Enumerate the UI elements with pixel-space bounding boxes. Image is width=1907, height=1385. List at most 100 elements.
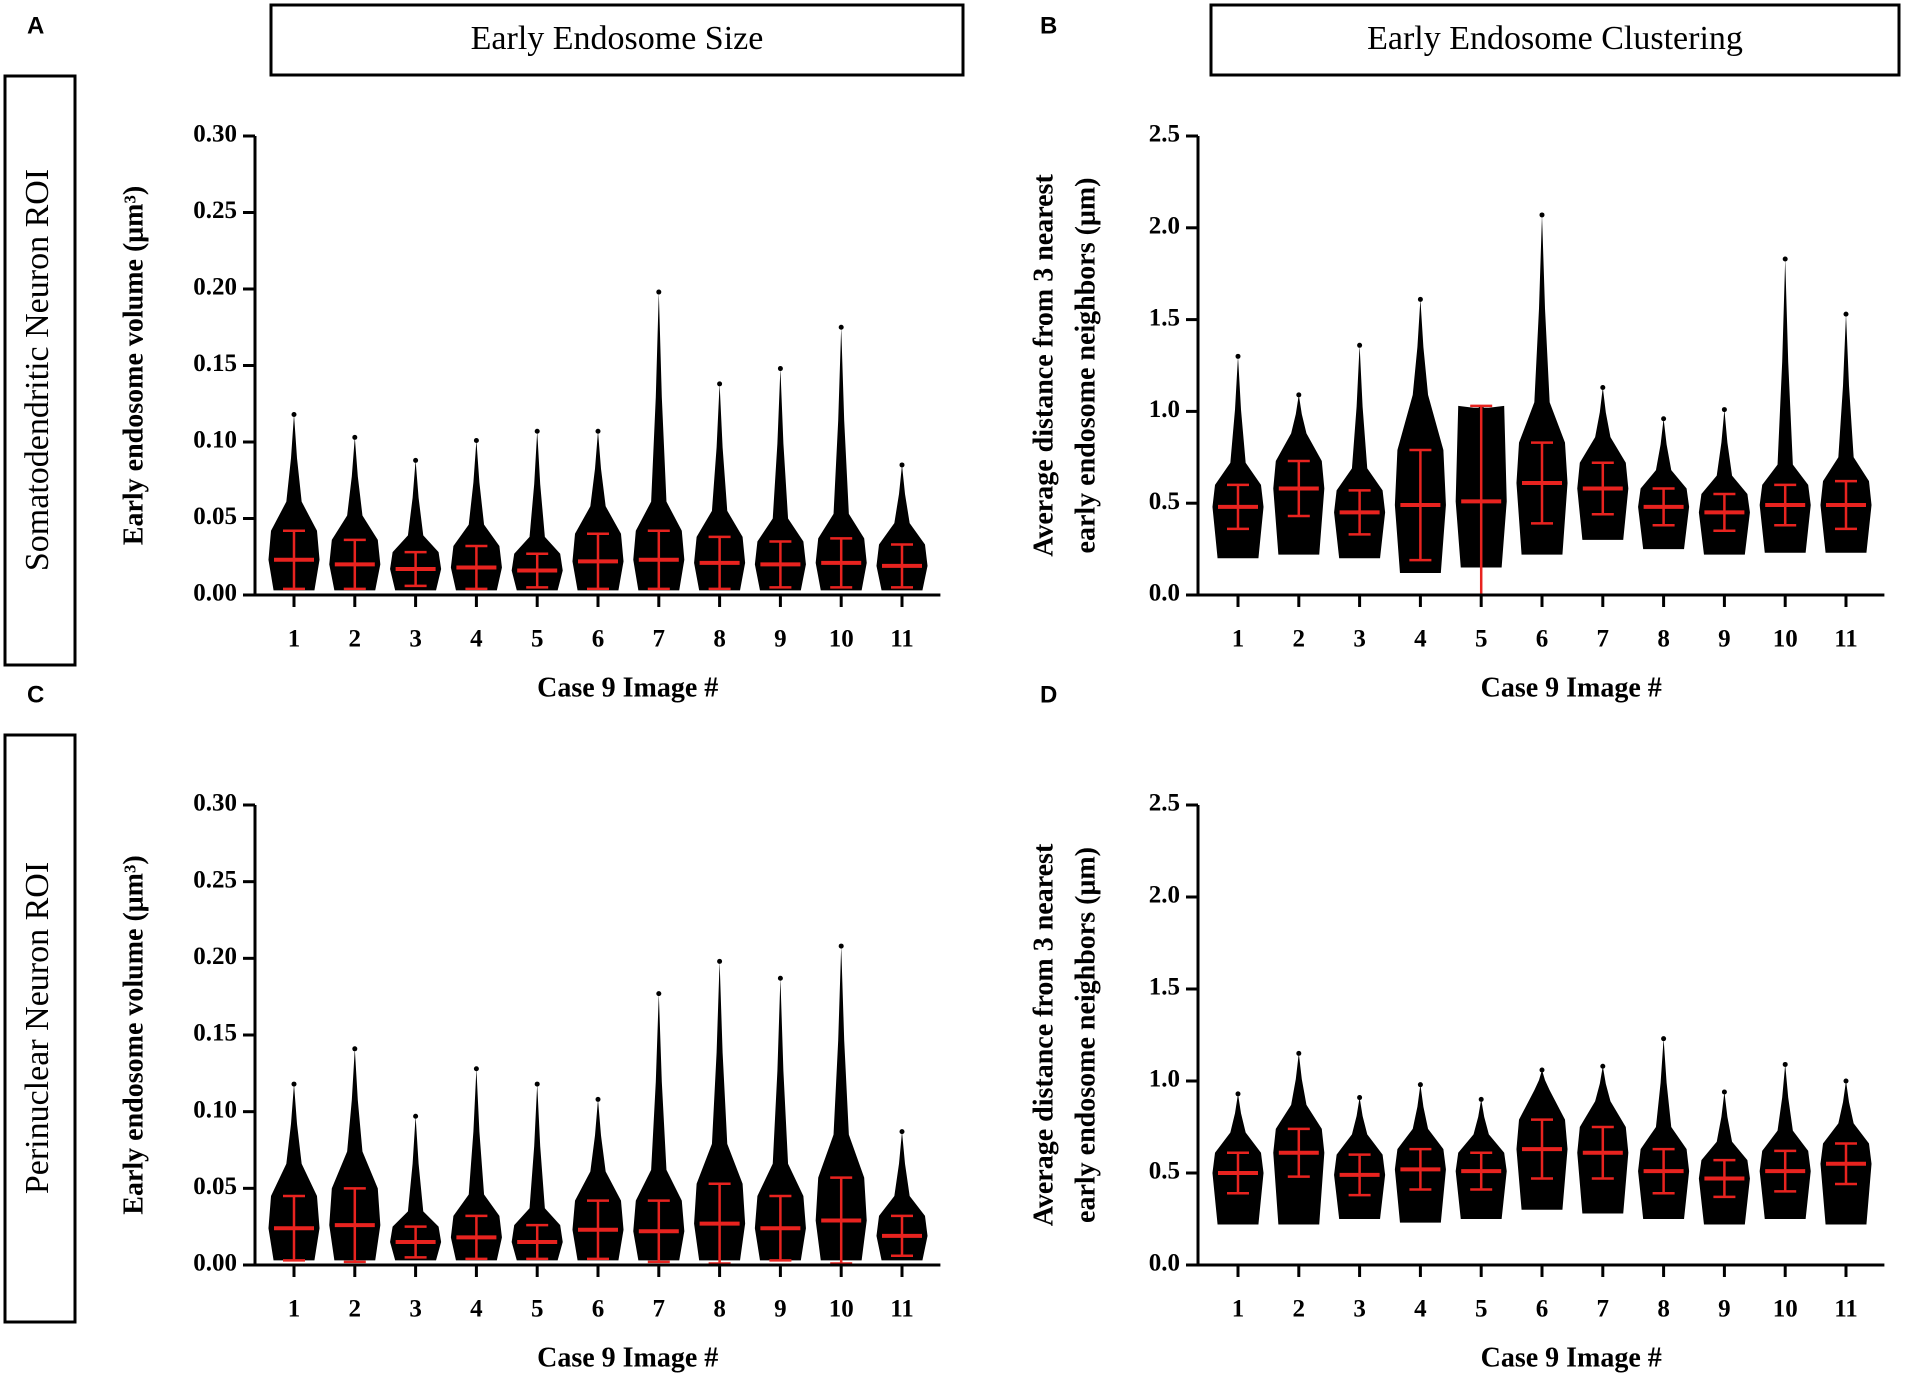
max-point <box>899 1129 905 1135</box>
data-swarm <box>450 440 502 591</box>
data-swarm <box>694 383 746 591</box>
plot-area <box>1212 1036 1872 1225</box>
data-swarm <box>633 292 685 591</box>
y-tick-label: 2.0 <box>1149 882 1180 909</box>
x-tick-label: 9 <box>774 626 787 653</box>
y-tick-label: 0.05 <box>193 1173 237 1200</box>
max-point <box>1417 1082 1423 1088</box>
max-point <box>413 1113 419 1119</box>
x-tick-label: 10 <box>829 1296 854 1323</box>
y-tick-label: 1.0 <box>1149 1066 1180 1093</box>
x-tick-label: 2 <box>349 626 362 653</box>
data-swarm <box>876 464 928 591</box>
max-point <box>656 289 662 295</box>
max-point <box>352 434 358 440</box>
max-point <box>1721 1089 1727 1095</box>
x-tick-label: 3 <box>1353 1296 1366 1323</box>
x-tick-label: 7 <box>1597 1296 1610 1323</box>
x-tick-label: 8 <box>713 1296 726 1323</box>
x-tick-label: 5 <box>531 1296 544 1323</box>
y-tick-label: 1.5 <box>1149 304 1180 331</box>
max-point <box>1661 416 1667 422</box>
y-tick-label: 0.00 <box>193 580 237 607</box>
x-tick-label: 7 <box>653 626 666 653</box>
data-swarm <box>511 1084 563 1261</box>
x-tick-label: 4 <box>470 1296 483 1323</box>
y-tick-label: 0.30 <box>193 790 237 817</box>
data-swarm <box>268 1084 320 1261</box>
data-swarm <box>1820 314 1872 553</box>
x-tick-label: 1 <box>1232 1296 1245 1323</box>
y-tick-label: 1.5 <box>1149 974 1180 1001</box>
data-swarm <box>815 327 867 591</box>
max-point <box>1417 296 1423 302</box>
y-tick-label: 0.20 <box>193 943 237 970</box>
x-tick-label: 2 <box>1293 626 1306 653</box>
data-swarm <box>511 431 563 591</box>
y-tick-label: 0.05 <box>193 503 237 530</box>
data-swarm <box>1638 418 1690 550</box>
data-swarm <box>815 946 867 1261</box>
x-tick-label: 1 <box>288 1296 301 1323</box>
data-swarm <box>1698 1092 1750 1225</box>
max-point <box>838 943 844 949</box>
column-header-box <box>1209 3 1901 77</box>
x-tick-label: 7 <box>653 1296 666 1323</box>
x-tick-label: 5 <box>1475 1296 1488 1323</box>
y-tick-label: 2.5 <box>1149 790 1180 817</box>
data-swarm <box>1638 1038 1690 1219</box>
y-tick-label: 0.25 <box>193 866 237 893</box>
max-point <box>413 457 419 463</box>
x-tick-label: 5 <box>1475 626 1488 653</box>
x-tick-label: 6 <box>1536 1296 1549 1323</box>
data-swarm <box>1759 259 1811 553</box>
max-point <box>1843 311 1849 317</box>
row-header-box <box>3 74 77 667</box>
y-tick-label: 1.0 <box>1149 396 1180 423</box>
max-point <box>473 437 479 443</box>
max-point <box>1782 256 1788 262</box>
panel-letter: C <box>27 681 44 708</box>
plot-area <box>268 289 928 591</box>
y-tick-label: 0.5 <box>1149 1158 1180 1185</box>
max-point <box>595 428 601 434</box>
x-tick-label: 8 <box>1657 1296 1670 1323</box>
x-tick-label: 4 <box>470 626 483 653</box>
y-tick-label: 2.0 <box>1149 213 1180 240</box>
max-point <box>838 324 844 330</box>
column-header-box <box>269 3 965 77</box>
x-tick-label: 10 <box>829 626 854 653</box>
x-tick-label: 11 <box>1834 626 1858 653</box>
row-header: Somatodendritic Neuron ROI <box>19 169 56 571</box>
x-axis-label: Case 9 Image # <box>537 1342 718 1373</box>
x-tick-label: 8 <box>1657 626 1670 653</box>
x-tick-label: 11 <box>890 1296 914 1323</box>
data-swarm <box>390 1116 442 1261</box>
x-tick-label: 6 <box>592 1296 605 1323</box>
x-tick-label: 11 <box>1834 1296 1858 1323</box>
y-tick-label: 0.10 <box>193 1096 237 1123</box>
x-tick-label: 9 <box>1718 1296 1731 1323</box>
x-tick-label: 1 <box>288 626 301 653</box>
max-point <box>291 1081 297 1087</box>
x-axis-label: Case 9 Image # <box>1481 672 1662 703</box>
data-swarm <box>754 368 806 591</box>
y-tick-label: 0.5 <box>1149 488 1180 515</box>
y-tick-label: 0.00 <box>193 1250 237 1277</box>
y-tick-label: 0.30 <box>193 121 237 148</box>
max-point <box>717 381 723 387</box>
data-swarm <box>694 961 746 1261</box>
x-tick-label: 4 <box>1414 1296 1427 1323</box>
x-axis-label: Case 9 Image # <box>1481 1342 1662 1373</box>
max-point <box>1357 1095 1363 1101</box>
x-tick-label: 3 <box>409 1296 422 1323</box>
y-tick-label: 2.5 <box>1149 121 1180 148</box>
max-point <box>777 975 783 981</box>
data-swarm <box>1759 1064 1811 1219</box>
row-header-box <box>3 733 77 1324</box>
max-point <box>1600 1063 1606 1069</box>
y-tick-label: 0.10 <box>193 427 237 454</box>
x-tick-label: 6 <box>1536 626 1549 653</box>
x-tick-label: 3 <box>409 626 422 653</box>
